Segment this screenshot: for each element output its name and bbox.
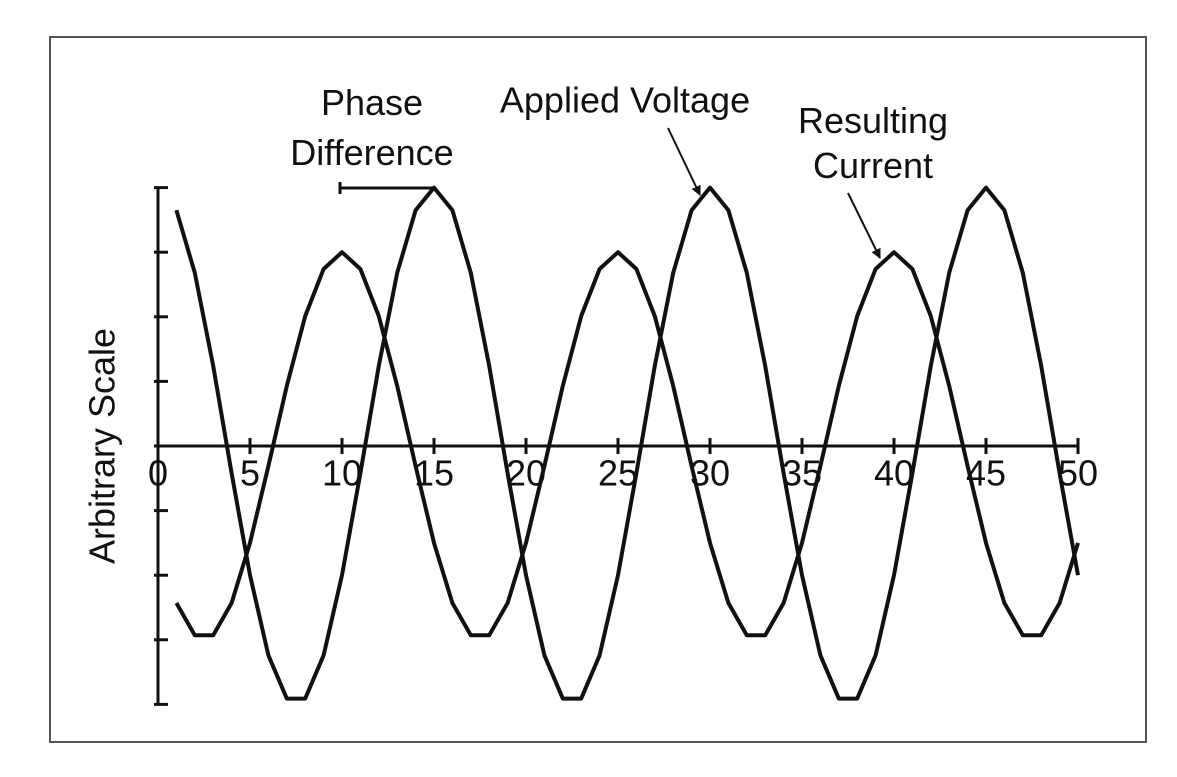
series-line: [174, 250, 1080, 638]
series-label: Applied Voltage: [500, 80, 750, 121]
x-tick-label: 40: [874, 453, 914, 494]
y-axis-label: Arbitrary Scale: [82, 328, 123, 564]
arrow: [847, 192, 881, 259]
series-label: Resulting Current: [798, 100, 948, 186]
annotation: Phase Difference: [290, 82, 453, 173]
x-tick-label: 50: [1058, 453, 1098, 494]
x-tick-label: 5: [240, 453, 260, 494]
arrow: [667, 127, 701, 196]
x-tick-label: 25: [598, 453, 638, 494]
x-tick-label: 10: [322, 453, 362, 494]
frame: [49, 36, 1147, 743]
series-line: [174, 185, 1080, 701]
x-tick-label: 0: [148, 453, 168, 494]
